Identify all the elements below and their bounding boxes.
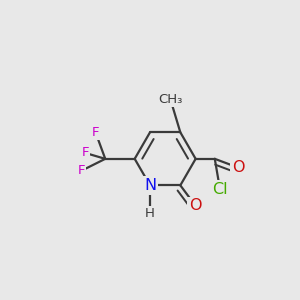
Text: CH₃: CH₃: [158, 93, 183, 106]
Text: Cl: Cl: [212, 182, 228, 197]
Text: F: F: [78, 164, 85, 177]
Text: F: F: [92, 126, 99, 139]
Text: O: O: [189, 198, 202, 213]
Text: N: N: [144, 178, 156, 193]
Text: H: H: [145, 207, 155, 220]
Text: F: F: [82, 146, 89, 159]
Text: O: O: [232, 160, 244, 175]
